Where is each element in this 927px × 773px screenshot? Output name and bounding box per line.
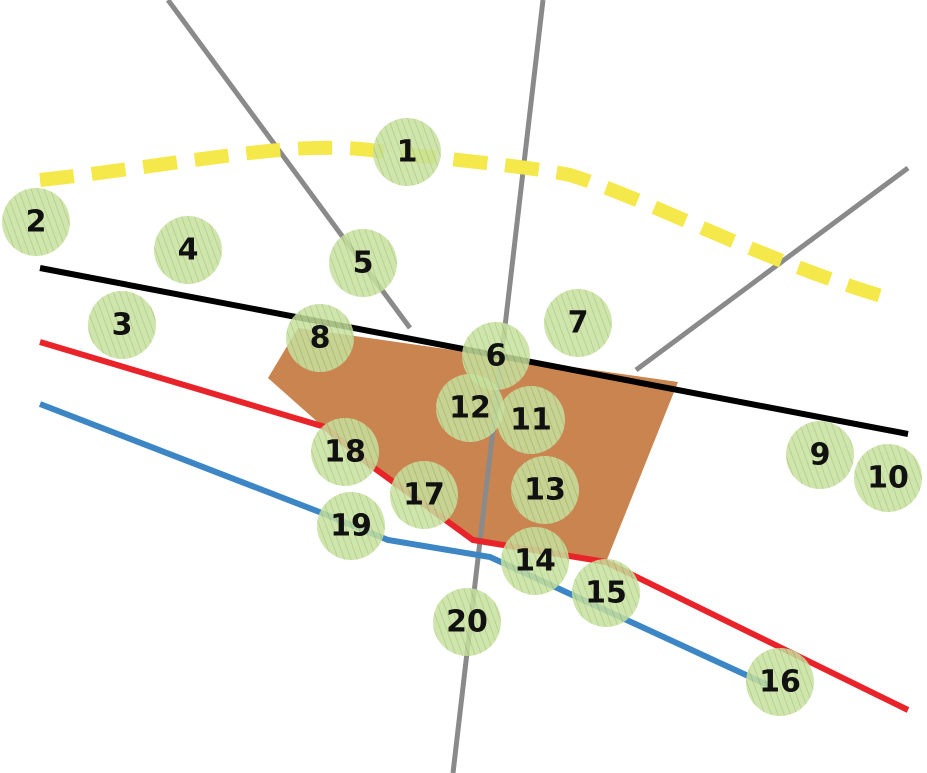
tree-label: 15 bbox=[585, 576, 627, 611]
tree-6: 6 bbox=[462, 322, 530, 390]
tree-canopy-circle bbox=[2, 188, 70, 256]
tree-18: 18 bbox=[311, 418, 379, 486]
tree-label: 17 bbox=[403, 478, 445, 513]
tree-label: 3 bbox=[112, 308, 133, 343]
tree-canopy-circle bbox=[746, 648, 814, 716]
tree-14: 14 bbox=[501, 527, 569, 595]
tree-10: 10 bbox=[854, 444, 922, 512]
tree-17: 17 bbox=[390, 461, 458, 529]
tree-label: 13 bbox=[524, 473, 566, 508]
tree-label: 7 bbox=[568, 306, 589, 341]
tree-13: 13 bbox=[511, 456, 579, 524]
tree-11: 11 bbox=[497, 386, 565, 454]
tree-label: 19 bbox=[330, 509, 372, 544]
tree-4: 4 bbox=[154, 216, 222, 284]
tree-3: 3 bbox=[88, 291, 156, 359]
tree-canopy-circle bbox=[390, 461, 458, 529]
tree-label: 1 bbox=[397, 135, 418, 170]
tree-canopy-circle bbox=[311, 418, 379, 486]
tree-canopy-circle bbox=[786, 421, 854, 489]
tree-16: 16 bbox=[746, 648, 814, 716]
tree-canopy-circle bbox=[433, 588, 501, 656]
tree-canopy-circle bbox=[854, 444, 922, 512]
tree-canopy-circle bbox=[572, 559, 640, 627]
tree-9: 9 bbox=[786, 421, 854, 489]
tree-canopy-circle bbox=[373, 118, 441, 186]
tree-canopy-circle bbox=[329, 229, 397, 297]
tree-label: 6 bbox=[486, 339, 507, 374]
tree-canopy-circle bbox=[317, 492, 385, 560]
tree-label: 5 bbox=[353, 246, 374, 281]
tree-2: 2 bbox=[2, 188, 70, 256]
tree-12: 12 bbox=[436, 374, 504, 442]
tree-label: 20 bbox=[446, 605, 488, 640]
tree-label: 8 bbox=[310, 321, 331, 356]
tree-label: 9 bbox=[810, 438, 831, 473]
tree-label: 2 bbox=[26, 205, 47, 240]
tree-label: 18 bbox=[324, 435, 366, 470]
tree-19: 19 bbox=[317, 492, 385, 560]
tree-label: 12 bbox=[449, 391, 491, 426]
tree-canopy-circle bbox=[462, 322, 530, 390]
tree-8: 8 bbox=[286, 304, 354, 372]
tree-canopy-circle bbox=[501, 527, 569, 595]
tree-5: 5 bbox=[329, 229, 397, 297]
tree-canopy-circle bbox=[511, 456, 579, 524]
tree-7: 7 bbox=[544, 289, 612, 357]
tree-15: 15 bbox=[572, 559, 640, 627]
tree-canopy-circle bbox=[436, 374, 504, 442]
tree-canopy-circle bbox=[88, 291, 156, 359]
tree-label: 14 bbox=[514, 544, 556, 579]
tree-label: 11 bbox=[510, 403, 552, 438]
tree-label: 10 bbox=[867, 461, 909, 496]
tree-20: 20 bbox=[433, 588, 501, 656]
tree-canopy-circle bbox=[497, 386, 565, 454]
tree-label: 16 bbox=[759, 665, 801, 700]
tree-canopy-circle bbox=[154, 216, 222, 284]
yellow-dashed-line bbox=[39, 140, 890, 305]
gray-line-diagonal-right bbox=[634, 165, 910, 373]
tree-label: 4 bbox=[178, 233, 199, 268]
tree-1: 1 bbox=[373, 118, 441, 186]
tree-canopy-circle bbox=[286, 304, 354, 372]
tree-canopy-circle bbox=[544, 289, 612, 357]
